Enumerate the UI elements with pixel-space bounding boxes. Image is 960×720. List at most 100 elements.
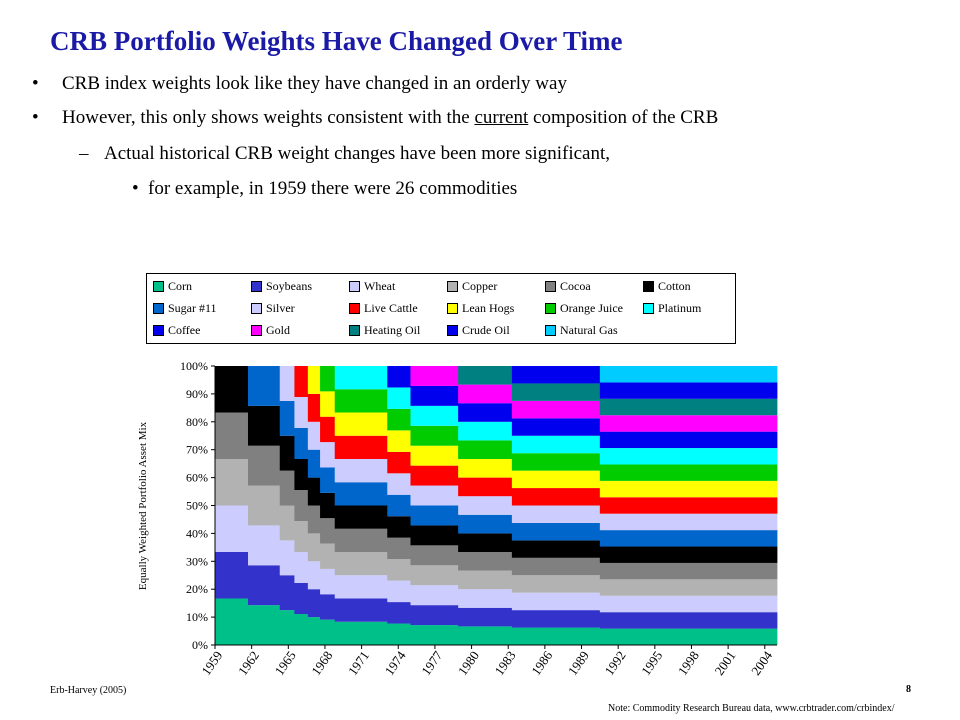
legend-item: Sugar #11: [153, 301, 217, 315]
band-platinum: [458, 421, 513, 441]
band-live-cattle: [307, 393, 321, 422]
bullet-marker: •: [32, 73, 39, 94]
band-copper: [599, 579, 778, 596]
slide-title: CRB Portfolio Weights Have Changed Over …: [50, 26, 623, 56]
x-tick-label: 2004: [748, 648, 775, 678]
band-coffee: [599, 431, 778, 449]
band-lean-hogs: [410, 445, 459, 466]
y-tick-label: 40%: [186, 526, 208, 540]
band-soybeans: [294, 583, 309, 614]
band-sugar-11: [294, 428, 309, 459]
band-soybeans: [334, 598, 388, 622]
x-tick-label: 1989: [565, 648, 592, 678]
legend-item: Live Cattle: [349, 301, 418, 315]
band-wheat: [320, 568, 336, 595]
legend-item: Cotton: [643, 279, 691, 293]
y-tick-label: 0%: [192, 638, 208, 652]
band-coffee: [410, 385, 459, 406]
legend-label: Platinum: [658, 301, 702, 315]
band-sugar-11: [279, 400, 295, 436]
bullet-1: • CRB index weights look like they have …: [32, 73, 567, 95]
band-wheat: [215, 505, 249, 552]
band-soybeans: [215, 552, 249, 599]
band-natural-gas: [599, 366, 778, 383]
band-silver: [410, 485, 459, 506]
band-cocoa: [247, 445, 281, 486]
band-silver: [320, 442, 336, 468]
x-tick-label: 1965: [272, 648, 299, 678]
legend-label: Lean Hogs: [462, 301, 515, 315]
x-tick-label: 1986: [528, 648, 555, 678]
legend-item: Corn: [153, 279, 192, 293]
band-cotton: [320, 492, 336, 519]
band-cocoa: [387, 537, 411, 560]
band-sugar-11: [387, 494, 411, 517]
legend-item: Gold: [251, 323, 290, 337]
band-corn: [215, 598, 249, 645]
bullet-marker: •: [32, 107, 39, 128]
band-cotton: [334, 505, 388, 529]
footer-credit: Erb-Harvey (2005): [50, 685, 127, 696]
bullet-text-post: composition of the CRB: [528, 107, 719, 128]
legend-item: Cocoa: [545, 279, 591, 293]
band-gold: [458, 384, 513, 404]
chart-bands: [215, 366, 778, 646]
band-corn: [307, 617, 321, 645]
legend-swatch: [447, 302, 458, 314]
x-tick-label: 1971: [345, 648, 372, 678]
legend-swatch: [545, 280, 556, 292]
band-soybeans: [511, 610, 601, 628]
band-sugar-11: [320, 467, 336, 493]
bullet-text-pre: However, this only shows weights consist…: [62, 107, 475, 128]
band-cotton: [279, 435, 295, 471]
band-live-cattle: [410, 465, 459, 486]
band-silver: [294, 397, 309, 428]
legend-label: Cotton: [658, 279, 691, 293]
band-cocoa: [279, 470, 295, 506]
band-heating-oil: [511, 383, 601, 401]
legend-swatch: [545, 302, 556, 314]
band-corn: [279, 610, 295, 646]
band-live-cattle: [334, 435, 388, 459]
band-corn: [334, 621, 388, 645]
legend-label: Heating Oil: [364, 323, 421, 337]
bullet-text: Actual historical CRB weight changes hav…: [104, 143, 610, 164]
band-cocoa: [511, 557, 601, 576]
band-corn: [294, 614, 309, 645]
legend-swatch: [251, 280, 262, 292]
x-tick-label: 1968: [308, 648, 335, 678]
band-wheat: [334, 575, 388, 599]
legend-label: Natural Gas: [560, 323, 618, 337]
band-platinum: [599, 448, 778, 465]
y-tick-label: 10%: [186, 610, 208, 624]
band-copper: [458, 570, 513, 590]
band-orange-juice: [511, 453, 601, 471]
band-sugar-11: [247, 366, 281, 406]
legend-item: Orange Juice: [545, 301, 623, 315]
legend-label: Sugar #11: [168, 301, 217, 315]
legend-label: Gold: [266, 323, 290, 337]
page-number: 8: [906, 684, 911, 695]
x-tick-label: 1974: [382, 648, 409, 678]
legend-swatch: [153, 280, 164, 292]
band-cocoa: [334, 528, 388, 552]
band-soybeans: [387, 602, 411, 624]
band-orange-juice: [458, 440, 513, 459]
band-wheat: [387, 580, 411, 603]
band-cocoa: [294, 490, 309, 521]
band-platinum: [334, 366, 388, 390]
band-live-cattle: [320, 416, 336, 443]
band-cotton: [511, 540, 601, 558]
legend-label: Copper: [462, 279, 498, 293]
band-gold: [410, 366, 459, 386]
bullet-text-underlined: current: [474, 107, 529, 128]
bullet-2: • However, this only shows weights consi…: [32, 107, 719, 129]
band-orange-juice: [387, 408, 411, 431]
band-cocoa: [215, 412, 249, 459]
band-lean-hogs: [511, 470, 601, 489]
band-wheat: [458, 589, 513, 608]
band-cotton: [247, 405, 281, 446]
y-tick-label: 20%: [186, 582, 208, 596]
band-copper: [307, 533, 321, 562]
x-tick-label: 1980: [455, 648, 482, 678]
